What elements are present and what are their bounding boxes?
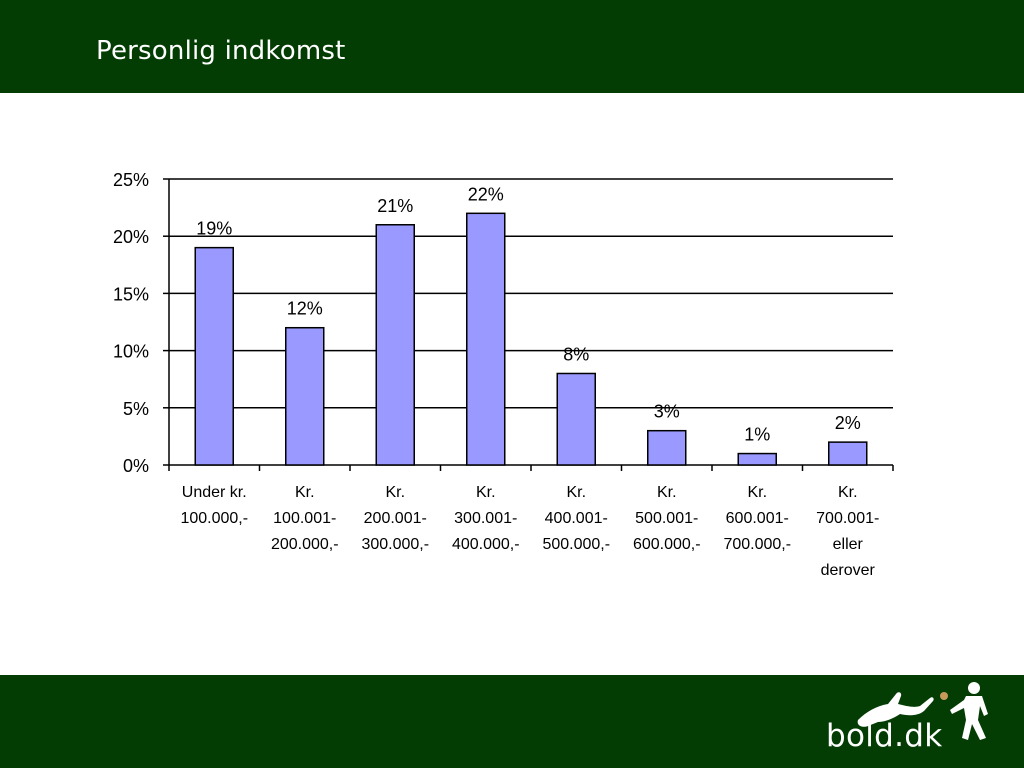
slide-footer xyxy=(0,675,1024,768)
y-tick-label: 25% xyxy=(113,170,149,190)
data-label: 2% xyxy=(835,413,861,433)
x-category-label: Kr. 600.001-700.000,- xyxy=(723,484,791,553)
kicking-player-head-icon xyxy=(968,682,980,694)
income-bar-chart: 0% 5% 10% 15% 20% 25% 19% Under kr. 100.000,- 12%… xyxy=(113,170,894,579)
x-category-label: Kr. 300.001-400.000,- xyxy=(452,484,520,553)
y-tick-label: 5% xyxy=(123,399,149,419)
data-label: 19% xyxy=(196,219,232,239)
x-category-label: Kr. 500.001-600.000,- xyxy=(633,484,701,553)
ball-icon xyxy=(940,692,948,700)
diving-player-icon xyxy=(857,692,934,727)
data-label: 12% xyxy=(287,299,323,319)
data-label: 22% xyxy=(468,184,504,204)
y-tick-label: 15% xyxy=(113,284,149,304)
x-category-label: Kr. 700.001-eller derover xyxy=(816,484,879,579)
bar xyxy=(375,224,415,466)
x-category-label: Kr. 400.001-500.000,- xyxy=(542,484,610,553)
slide-header: Personlig indkomst xyxy=(0,0,1024,93)
bold-logo-figures xyxy=(857,682,988,740)
data-label: 1% xyxy=(744,425,770,445)
x-category-label: Kr. 100.001-200.000,- xyxy=(271,484,339,553)
bar xyxy=(285,326,325,466)
y-tick-label: 20% xyxy=(113,227,149,247)
bar xyxy=(828,441,868,466)
bar xyxy=(556,372,596,466)
y-tick-label: 0% xyxy=(123,456,149,476)
x-category-label: Under kr. 100.000,- xyxy=(180,484,248,527)
data-label: 21% xyxy=(377,196,413,216)
data-label: 8% xyxy=(563,344,589,364)
bar xyxy=(647,429,687,466)
bar xyxy=(737,452,777,466)
x-category-label: Kr. 200.001-300.000,- xyxy=(361,484,429,553)
bar xyxy=(466,212,506,466)
slide-title: Personlig indkomst xyxy=(96,36,346,66)
kicking-player-icon xyxy=(950,696,988,740)
data-label: 3% xyxy=(654,402,680,422)
bar xyxy=(194,246,234,466)
y-tick-label: 10% xyxy=(113,342,149,362)
bold-logo-text: bold.dk xyxy=(826,718,943,754)
